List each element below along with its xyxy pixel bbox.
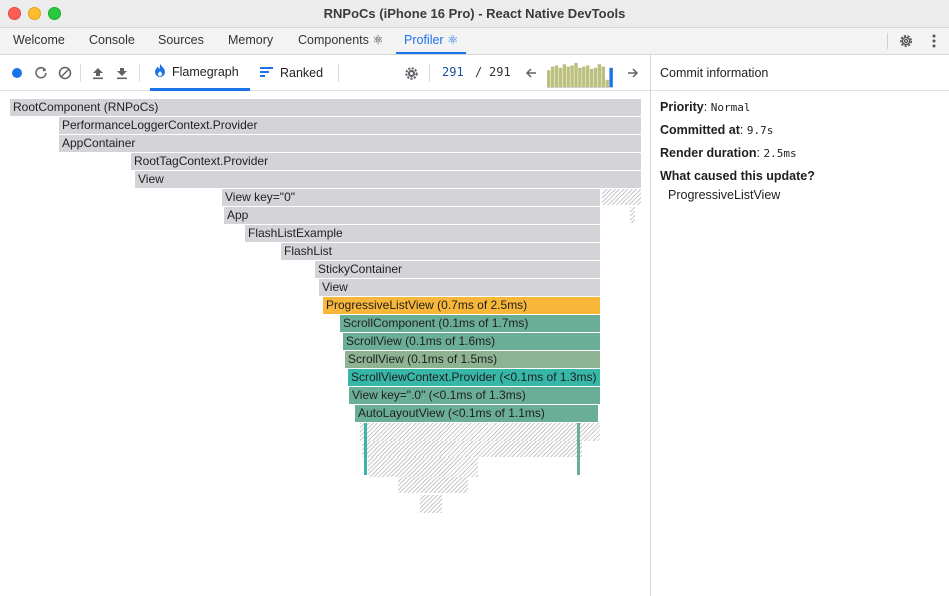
flamegraph-chart: RootComponent (RNPoCs) PerformanceLogger… bbox=[0, 91, 650, 596]
render-duration-value: 2.5ms bbox=[763, 147, 797, 160]
commit-bar[interactable] bbox=[605, 79, 609, 87]
commit-bar[interactable] bbox=[601, 66, 605, 87]
flame-hidden-nodes bbox=[398, 477, 468, 493]
toolbar-divider bbox=[139, 64, 140, 82]
flame-node[interactable]: ScrollView (0.1ms of 1.6ms) bbox=[343, 333, 600, 350]
flame-node[interactable]: View key=".0" (<0.1ms of 1.3ms) bbox=[349, 387, 600, 404]
commit-total: 291 bbox=[489, 65, 511, 79]
flame-hidden-nodes bbox=[420, 495, 442, 513]
commit-info-header: Commit information bbox=[651, 55, 949, 91]
window-title: RNPoCs (iPhone 16 Pro) - React Native De… bbox=[323, 6, 626, 21]
commit-bar[interactable] bbox=[558, 67, 563, 87]
update-cause-label: What caused this update? bbox=[660, 169, 815, 183]
commit-current-index: 291 bbox=[442, 65, 464, 79]
priority-value: Normal bbox=[710, 101, 751, 114]
commit-bar[interactable] bbox=[609, 67, 613, 87]
flame-node[interactable]: View key="0" bbox=[222, 189, 600, 206]
flame-icon bbox=[154, 63, 166, 80]
window-maximize-button[interactable] bbox=[48, 7, 61, 20]
commit-bar[interactable] bbox=[547, 70, 551, 87]
commit-bar[interactable] bbox=[582, 66, 586, 87]
commit-bar[interactable] bbox=[562, 64, 566, 87]
commit-bar[interactable] bbox=[554, 65, 559, 87]
flamegraph-tab[interactable]: Flamegraph bbox=[150, 55, 250, 91]
flame-node[interactable]: View bbox=[135, 171, 641, 188]
commit-bar[interactable] bbox=[574, 63, 578, 87]
flame-node[interactable]: StickyContainer bbox=[315, 261, 600, 278]
update-cause-value[interactable]: ProgressiveListView bbox=[668, 188, 781, 202]
commit-bar[interactable] bbox=[593, 67, 598, 87]
flame-node[interactable]: View bbox=[319, 279, 600, 296]
profiler-toolbar: Flamegraph Ranked 291 / 291 bbox=[0, 55, 650, 91]
settings-gear-icon[interactable] bbox=[897, 32, 915, 50]
toolbar-divider bbox=[80, 64, 81, 82]
tabbar-divider bbox=[887, 33, 888, 49]
flamegraph-tab-label: Flamegraph bbox=[172, 64, 239, 79]
flame-node[interactable]: FlashListExample bbox=[245, 225, 600, 242]
tab-sources[interactable]: Sources bbox=[158, 33, 204, 47]
committed-at-label: Committed at bbox=[660, 123, 740, 137]
commit-bar[interactable] bbox=[589, 69, 594, 87]
flame-node[interactable]: App bbox=[224, 207, 600, 224]
flame-child-sliver bbox=[364, 423, 367, 475]
reload-and-profile-icon[interactable] bbox=[32, 64, 50, 82]
record-button[interactable] bbox=[8, 64, 26, 82]
render-duration-row: Render duration: 2.5ms bbox=[660, 146, 797, 160]
flame-node[interactable]: RootTagContext.Provider bbox=[131, 153, 641, 170]
tab-console[interactable]: Console bbox=[89, 33, 135, 47]
tab-components[interactable]: Components ⚛ bbox=[298, 33, 384, 47]
flame-hidden-nodes bbox=[368, 457, 478, 477]
profiler-settings-gear-icon[interactable] bbox=[402, 64, 420, 82]
committed-at-row: Committed at: 9.7s bbox=[660, 123, 774, 137]
flame-node[interactable]: PerformanceLoggerContext.Provider bbox=[59, 117, 641, 134]
save-profile-download-icon[interactable] bbox=[113, 64, 131, 82]
previous-commit-arrow-icon[interactable] bbox=[522, 64, 540, 82]
flame-hidden-nodes bbox=[602, 189, 641, 205]
clear-profile-icon[interactable] bbox=[56, 64, 74, 82]
update-cause-question: What caused this update? bbox=[660, 169, 815, 183]
priority-row: Priority: Normal bbox=[660, 100, 751, 114]
window-minimize-button[interactable] bbox=[28, 7, 41, 20]
commit-info-panel: Commit information Priority: Normal Comm… bbox=[650, 55, 949, 596]
commit-bar[interactable] bbox=[570, 65, 574, 87]
flame-node[interactable]: AutoLayoutView (<0.1ms of 1.1ms) bbox=[355, 405, 598, 422]
tab-memory[interactable]: Memory bbox=[228, 33, 274, 47]
commit-bar[interactable] bbox=[566, 66, 570, 87]
flame-child-sliver bbox=[577, 423, 580, 475]
flame-node[interactable]: ScrollView (0.1ms of 1.5ms) bbox=[345, 351, 600, 368]
flame-hidden-nodes bbox=[362, 441, 582, 457]
flame-node[interactable]: ScrollComponent (0.1ms of 1.7ms) bbox=[340, 315, 600, 332]
flame-node[interactable]: RootComponent (RNPoCs) bbox=[10, 99, 641, 116]
flame-node-selected[interactable]: ProgressiveListView (0.7ms of 2.5ms) bbox=[323, 297, 600, 314]
load-profile-upload-icon[interactable] bbox=[89, 64, 107, 82]
flame-node[interactable]: ScrollViewContext.Provider (<0.1ms of 1.… bbox=[348, 369, 600, 386]
commit-bar[interactable] bbox=[597, 64, 602, 87]
commit-selector-chart[interactable] bbox=[547, 62, 613, 88]
toolbar-divider bbox=[338, 64, 339, 82]
render-duration-label: Render duration bbox=[660, 146, 757, 160]
commit-bar[interactable] bbox=[550, 66, 555, 87]
flame-node[interactable]: FlashList bbox=[281, 243, 600, 260]
devtools-tabbar: Welcome Console Sources Memory Component… bbox=[0, 28, 949, 55]
flame-hidden-nodes bbox=[360, 423, 600, 441]
commit-bar[interactable] bbox=[578, 67, 582, 87]
committed-at-value: 9.7s bbox=[746, 124, 774, 137]
commit-separator: / bbox=[475, 65, 483, 79]
flame-hidden-nodes bbox=[630, 207, 635, 223]
more-vertical-icon[interactable] bbox=[925, 32, 943, 50]
window-close-button[interactable] bbox=[8, 7, 21, 20]
next-commit-arrow-icon[interactable] bbox=[624, 64, 642, 82]
window-titlebar: RNPoCs (iPhone 16 Pro) - React Native De… bbox=[0, 0, 949, 28]
ranked-list-icon bbox=[260, 66, 274, 81]
ranked-tab-label: Ranked bbox=[280, 66, 324, 80]
commit-bar[interactable] bbox=[586, 65, 590, 87]
priority-label: Priority bbox=[660, 100, 704, 114]
tab-welcome[interactable]: Welcome bbox=[13, 33, 65, 47]
toolbar-divider bbox=[429, 64, 430, 82]
tab-profiler[interactable]: Profiler ⚛ bbox=[396, 28, 467, 54]
ranked-tab[interactable]: Ranked bbox=[258, 55, 323, 91]
flame-node[interactable]: AppContainer bbox=[59, 135, 641, 152]
